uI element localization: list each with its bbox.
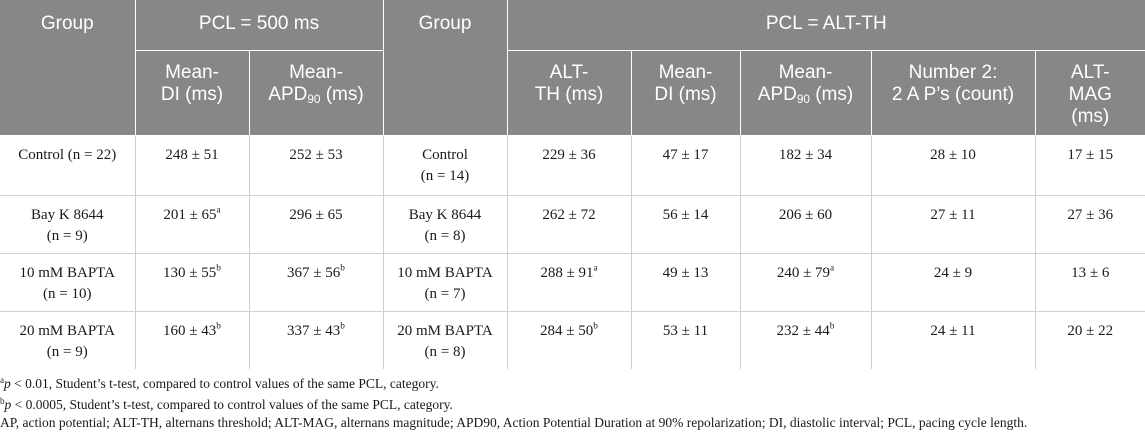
- alt-mag-cell: 17 ± 15: [1035, 135, 1145, 196]
- group-alt-cell: 10 mM BAPTA (n = 7): [383, 253, 508, 312]
- mean-di-cell: 201 ± 65a: [135, 195, 250, 254]
- table-row: Control (n = 22) 248 ± 51 252 ± 53 Contr…: [0, 135, 1145, 196]
- count-cell: 28 ± 10: [871, 135, 1036, 196]
- group-500-cell: Bay K 8644 (n = 9): [0, 195, 136, 254]
- count-cell: 27 ± 11: [871, 195, 1036, 254]
- alt-th-cell: 288 ± 91a: [507, 253, 632, 312]
- mean-di-alt-cell: 49 ± 13: [631, 253, 741, 312]
- mean-di-cell: 130 ± 55b: [135, 253, 250, 312]
- count-cell: 24 ± 9: [871, 253, 1036, 312]
- alt-th-cell: 262 ± 72: [507, 195, 632, 254]
- table-row: Bay K 8644 (n = 9) 201 ± 65a 296 ± 65 Bay…: [0, 195, 1145, 254]
- number-2-header: Number 2: 2 A P’s (count): [871, 50, 1036, 136]
- alt-mag-cell: 13 ± 6: [1035, 253, 1145, 312]
- mean-di-alt-header: Mean- DI (ms): [631, 50, 741, 136]
- group-500-cell: Control (n = 22): [0, 135, 136, 196]
- group-500-cell: 20 mM BAPTA (n = 9): [0, 311, 136, 369]
- group-alt-cell: Control (n = 14): [383, 135, 508, 196]
- mean-apd90-alt-cell: 232 ± 44b: [740, 311, 872, 369]
- mean-di-header: Mean- DI (ms): [135, 50, 250, 136]
- mean-apd90-alt-header: Mean- APD90 (ms): [740, 50, 872, 136]
- alt-th-header: ALT- TH (ms): [507, 50, 632, 136]
- footnote-a: ap < 0.01, Student’s t-test, compared to…: [0, 375, 439, 391]
- table-row: 20 mM BAPTA (n = 9) 160 ± 43b 337 ± 43b 2…: [0, 311, 1145, 369]
- alt-mag-cell: 20 ± 22: [1067, 322, 1114, 339]
- alt-mag-header: ALT- MAG (ms): [1035, 50, 1145, 136]
- alt-th-cell: 284 ± 50b: [507, 311, 632, 369]
- group-alt-cell: Bay K 8644 (n = 8): [383, 195, 508, 254]
- mean-apd90-cell: 337 ± 43b: [249, 311, 384, 369]
- table-row: 10 mM BAPTA (n = 10) 130 ± 55b 367 ± 56b …: [0, 253, 1145, 312]
- table-footnotes: ap < 0.01, Student’s t-test, compared to…: [0, 370, 1140, 433]
- mean-apd90-cell: 296 ± 65: [249, 195, 384, 254]
- results-table: Group PCL = 500 ms Group PCL = ALT-TH Me…: [0, 0, 1145, 369]
- mean-di-cell: 160 ± 43b: [135, 311, 250, 369]
- mean-apd90-alt-cell: 182 ± 34: [740, 135, 872, 196]
- mean-apd90-header: Mean- APD90 (ms): [249, 50, 384, 136]
- mean-di-alt-cell: 56 ± 14: [631, 195, 741, 254]
- group-header-2: Group: [383, 0, 508, 136]
- mean-di-alt-cell: 47 ± 17: [631, 135, 741, 196]
- mean-apd90-cell: 367 ± 56b: [249, 253, 384, 312]
- alt-mag-cell: 27 ± 36: [1035, 195, 1145, 254]
- mean-apd90-alt-cell: 206 ± 60: [740, 195, 872, 254]
- pcl-alt-th-header: PCL = ALT-TH: [507, 0, 1145, 51]
- mean-apd90-alt-cell: 240 ± 79a: [740, 253, 872, 312]
- mean-di-cell: 248 ± 51: [135, 135, 250, 196]
- group-header: Group: [0, 0, 136, 136]
- abbreviations-note: AP, action potential; ALT-TH, alternans …: [0, 415, 1028, 430]
- footnote-b: bp < 0.0005, Student’s t-test, compared …: [0, 396, 453, 412]
- mean-di-alt-cell: 53 ± 11: [631, 311, 741, 369]
- count-cell: 24 ± 11: [871, 311, 1036, 369]
- pcl-500-header: PCL = 500 ms: [135, 0, 384, 51]
- group-500-cell: 10 mM BAPTA (n = 10): [0, 253, 136, 312]
- group-alt-cell: 20 mM BAPTA (n = 8): [383, 311, 508, 369]
- mean-apd90-cell: 252 ± 53: [249, 135, 384, 196]
- alt-th-cell: 229 ± 36: [507, 135, 632, 196]
